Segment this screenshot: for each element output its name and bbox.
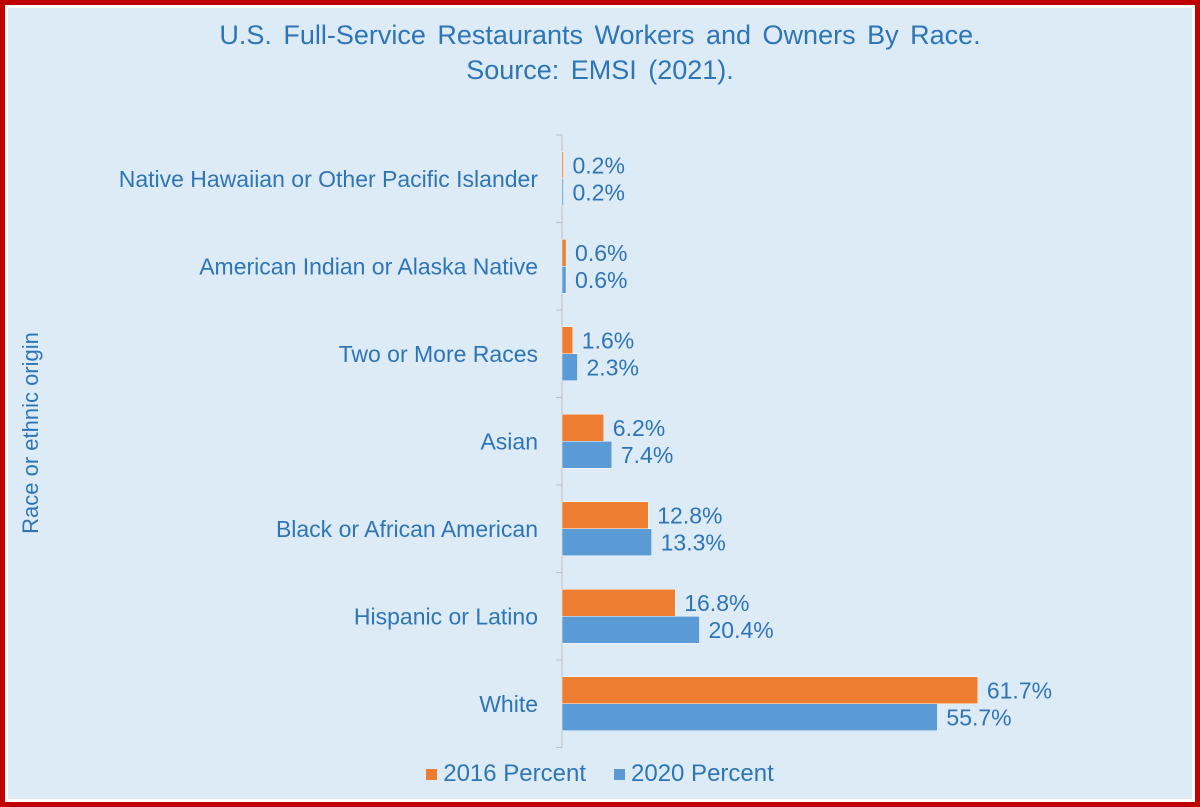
data-label: 2.3% [587,354,639,380]
bar-2016 [561,676,979,704]
data-label: 12.8% [657,502,722,528]
legend-label-2020: 2020 Percent [631,760,774,787]
bar-chart: Native Hawaiian or Other Pacific Islande… [119,134,1052,748]
legend-item-2020: 2020 Percent [614,760,774,788]
category-label: Black or African American [276,516,538,542]
bar-2020 [561,616,700,644]
legend: 2016 Percent 2020 Percent [8,760,1192,788]
bar-2020 [561,178,564,206]
data-label: 13.3% [661,529,726,555]
category-label: White [479,691,538,717]
bar-2016 [561,239,567,267]
data-label: 16.8% [684,590,749,616]
chart-frame: U.S. Full-Service Restaurants Workers an… [5,5,1195,802]
bar-2016 [561,414,605,442]
legend-label-2016: 2016 Percent [443,760,586,787]
bar-2016 [561,501,649,529]
bar-2016 [561,151,564,179]
category-label: Two or More Races [339,341,538,367]
data-label: 0.6% [575,240,627,266]
bar-2020 [561,703,938,731]
data-label: 7.4% [621,442,673,468]
category-label: American Indian or Alaska Native [199,253,538,279]
chart-subtitle: Source: EMSI (2021). [466,55,734,85]
bar-2016 [561,589,676,617]
bar-2020 [561,353,578,381]
bar-2020 [561,266,567,294]
bar-2020 [561,528,652,556]
bar-2016 [561,326,574,354]
data-label: 0.6% [575,267,627,293]
legend-swatch-2016 [426,768,438,780]
category-label: Asian [480,428,538,454]
data-label: 20.4% [708,617,773,643]
data-label: 1.6% [582,327,634,353]
data-label: 6.2% [613,415,665,441]
data-label: 61.7% [987,677,1052,703]
legend-swatch-2020 [614,768,625,780]
chart-title: U.S. Full-Service Restaurants Workers an… [219,20,981,50]
category-label: Native Hawaiian or Other Pacific Islande… [119,166,539,192]
data-label: 55.7% [946,704,1011,730]
data-label: 0.2% [573,179,625,205]
chart-area: U.S. Full-Service Restaurants Workers an… [8,8,1192,799]
category-label: Hispanic or Latino [354,603,538,629]
legend-item-2016: 2016 Percent [426,760,586,788]
data-label: 0.2% [573,152,625,178]
bar-2020 [561,441,613,469]
